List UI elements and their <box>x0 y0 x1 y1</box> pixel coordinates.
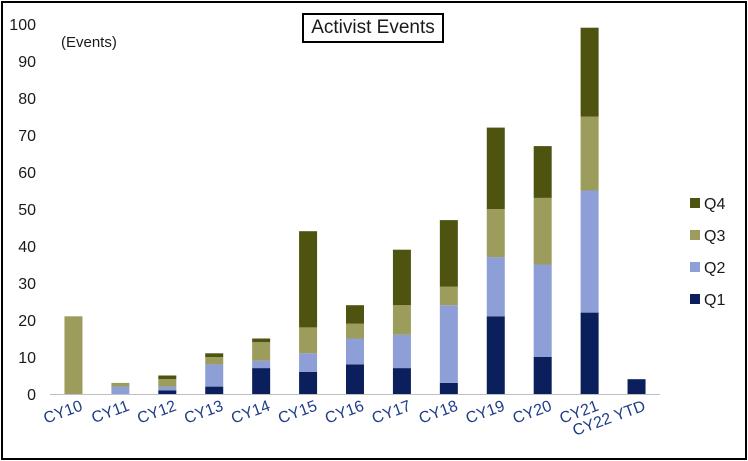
legend-swatch-q2 <box>690 262 700 272</box>
y-tick-label: 60 <box>18 165 36 182</box>
legend-label-q1: Q1 <box>704 292 725 309</box>
bar-q3-cy14 <box>252 342 271 361</box>
y-tick-label: 20 <box>18 313 36 330</box>
bar-q3-cy13 <box>205 357 224 365</box>
x-tick-label: CY13 <box>182 398 226 428</box>
bar-q3-cy17 <box>392 305 411 335</box>
bar-q3-cy11 <box>111 382 130 387</box>
bar-q1-cy19 <box>486 316 505 394</box>
bar-q2-cy14 <box>252 360 271 369</box>
legend-swatch-q1 <box>690 294 700 304</box>
legend-label-q3: Q3 <box>704 228 725 245</box>
bar-q1-cy13 <box>205 386 224 394</box>
x-tick-label: CY15 <box>276 398 320 428</box>
chart-title: Activist Events <box>302 13 444 43</box>
x-axis: CY10 CY11 CY12 CY13 CY14 CY15 CY16 CY17 CY18 CY19… <box>41 398 648 440</box>
bar-q3-cy16 <box>346 323 364 339</box>
bar-q2-cy12 <box>158 386 177 391</box>
bar-q3-cy10 <box>64 316 83 394</box>
x-tick-label: CY12 <box>135 398 179 428</box>
bar-q1-cy14 <box>252 368 271 394</box>
bar-q2-cy17 <box>392 334 411 369</box>
legend: Q4 Q3 Q2 Q1 <box>690 196 725 309</box>
bar-q2-cy11 <box>111 386 130 394</box>
bar-q1-cy12 <box>158 390 177 394</box>
y-tick-label: 50 <box>18 202 36 219</box>
bar-q4-cy19 <box>486 127 505 209</box>
bar-q2-cy18 <box>439 305 458 383</box>
legend-swatch-q4 <box>690 198 700 208</box>
bars <box>64 27 646 394</box>
y-tick-label: 100 <box>9 17 36 34</box>
legend-swatch-q3 <box>690 230 700 240</box>
y-tick-label: 10 <box>18 350 36 367</box>
y-tick-label: 30 <box>18 276 36 293</box>
bar-q2-cy13 <box>205 364 224 387</box>
bar-q4-cy14 <box>252 338 271 343</box>
bar-q4-cy17 <box>392 249 411 306</box>
x-tick-label: CY10 <box>41 398 85 428</box>
bar-q2-cy21 <box>580 190 599 313</box>
bar-q3-cy19 <box>486 209 505 258</box>
bar-q3-cy20 <box>533 197 552 265</box>
y-tick-label: 70 <box>18 128 36 145</box>
bar-q2-cy15 <box>299 353 318 372</box>
bar-q1-cy16 <box>346 364 364 394</box>
y-axis: 0 10 20 30 40 50 60 70 80 90 100 <box>9 17 36 404</box>
x-tick-label: CY19 <box>464 398 508 428</box>
x-tick-label: CY17 <box>370 398 414 428</box>
bar-q4-cy15 <box>299 231 318 328</box>
y-axis-label: (Events) <box>61 34 117 51</box>
bar-q2-cy16 <box>346 338 364 365</box>
bar-q1-cy22-ytd <box>627 379 646 394</box>
x-tick-label: CY18 <box>417 398 461 428</box>
bar-q4-cy13 <box>205 353 224 357</box>
bar-q1-cy17 <box>392 368 411 394</box>
bar-q2-cy19 <box>486 257 505 317</box>
bar-q2-cy20 <box>533 264 552 357</box>
x-tick-label: CY16 <box>323 398 367 428</box>
y-tick-label: 0 <box>27 387 36 404</box>
bar-q4-cy21 <box>580 27 599 117</box>
bar-q4-cy20 <box>533 146 552 198</box>
legend-label-q4: Q4 <box>704 196 725 213</box>
bar-q4-cy16 <box>346 305 364 324</box>
bar-q3-cy15 <box>299 327 318 354</box>
bar-q1-cy20 <box>533 357 552 394</box>
x-tick-label: CY14 <box>229 398 273 428</box>
bar-q1-cy15 <box>299 371 318 394</box>
bar-q1-cy21 <box>580 312 599 394</box>
x-tick-label: CY11 <box>89 398 131 427</box>
bar-q1-cy18 <box>439 382 458 394</box>
y-tick-label: 80 <box>18 91 36 108</box>
y-tick-label: 40 <box>18 239 36 256</box>
bar-q3-cy12 <box>158 379 177 387</box>
bar-q4-cy12 <box>158 375 177 380</box>
bar-q3-cy18 <box>439 286 458 306</box>
bar-q3-cy21 <box>580 116 599 191</box>
x-tick-label: CY20 <box>511 398 555 428</box>
y-tick-label: 90 <box>18 54 36 71</box>
bar-q4-cy18 <box>439 220 458 287</box>
legend-label-q2: Q2 <box>704 260 725 277</box>
